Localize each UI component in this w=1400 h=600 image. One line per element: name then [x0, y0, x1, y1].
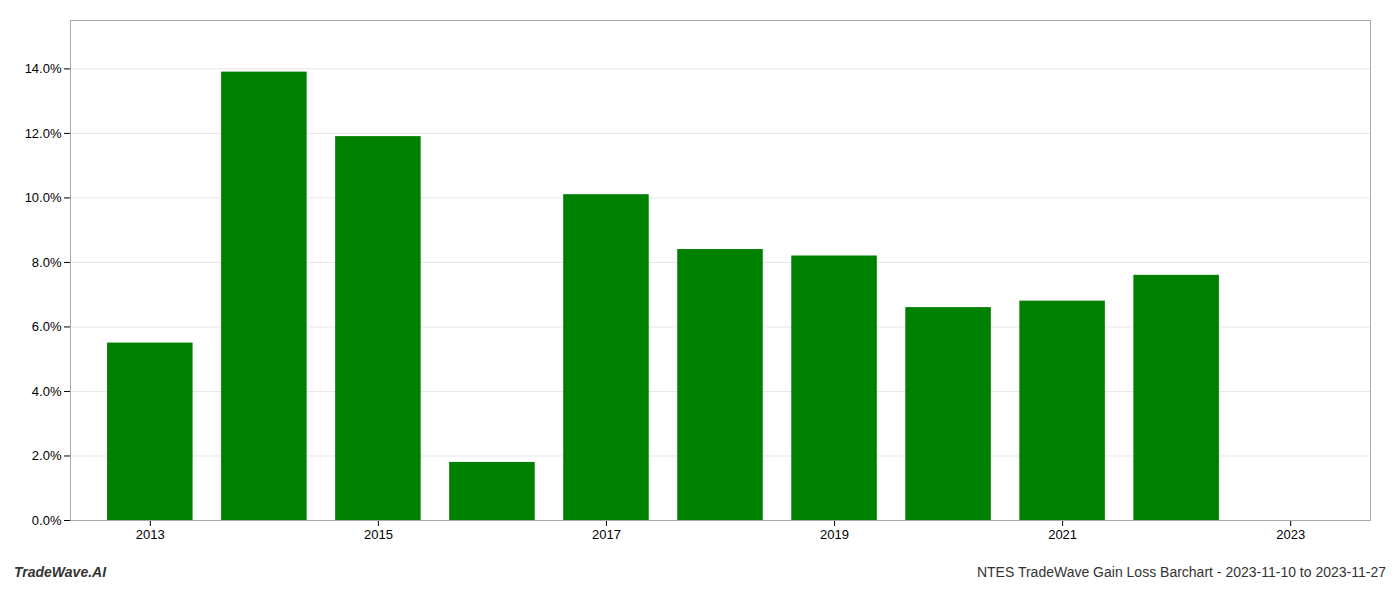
- svg-text:12.0%: 12.0%: [25, 126, 62, 141]
- svg-text:10.0%: 10.0%: [25, 190, 62, 205]
- svg-text:0.0%: 0.0%: [32, 513, 62, 528]
- svg-text:6.0%: 6.0%: [32, 319, 62, 334]
- html-text:TradeWave.AI: TradeWave.AI: [14, 564, 107, 580]
- svg-text:2015: 2015: [364, 527, 393, 542]
- svg-text:2021: 2021: [1048, 527, 1077, 542]
- svg-text:2019: 2019: [820, 527, 849, 542]
- svg-text:2013: 2013: [136, 527, 165, 542]
- svg-text:4.0%: 4.0%: [32, 384, 62, 399]
- svg-text:2.0%: 2.0%: [32, 448, 62, 463]
- svg-text:2023: 2023: [1276, 527, 1305, 542]
- svg-text:2017: 2017: [592, 527, 621, 542]
- html-text:NTES TradeWave Gain Loss Barch: NTES TradeWave Gain Loss Barchart - 2023…: [976, 564, 1386, 580]
- svg-text:14.0%: 14.0%: [25, 61, 62, 76]
- svg-text:8.0%: 8.0%: [32, 255, 62, 270]
